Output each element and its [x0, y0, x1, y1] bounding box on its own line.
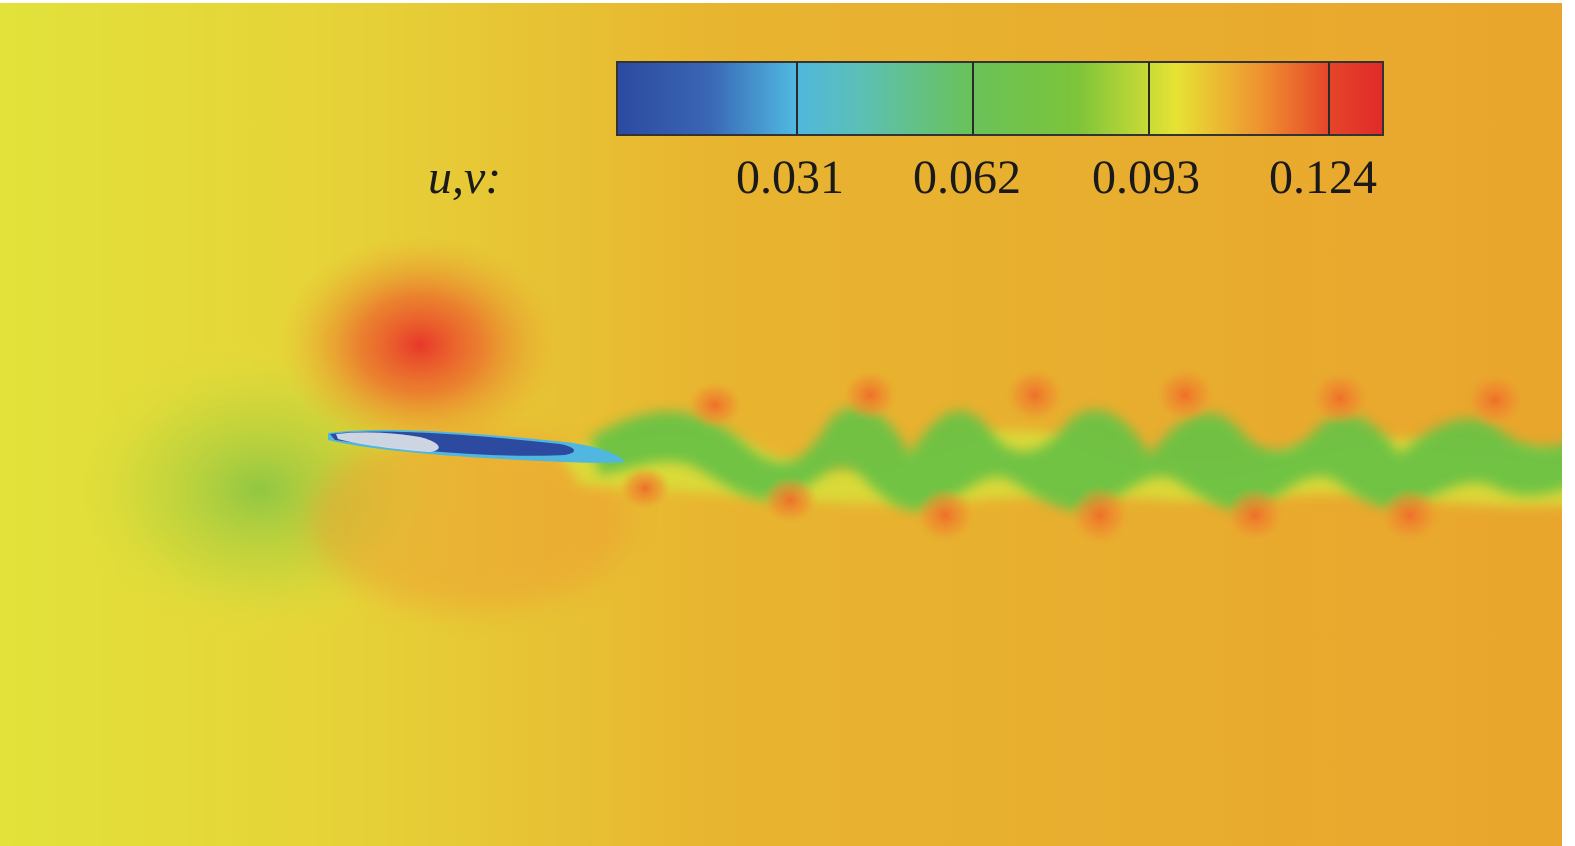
- vortex-spot: [1005, 367, 1065, 423]
- colorbar-tick-label: 0.093: [1092, 151, 1200, 204]
- top-edge: [0, 0, 1575, 3]
- colorbar-tick-label: 0.062: [913, 151, 1021, 204]
- vortex-spot: [915, 487, 975, 543]
- hydrofoil-core: [336, 432, 439, 452]
- vortex-spot: [1070, 485, 1130, 545]
- vortex-spot: [619, 466, 671, 510]
- leading-edge-high-speed-region: [280, 235, 560, 455]
- colorbar-tick-label: 0.031: [736, 151, 844, 204]
- colorbar-variable-label: u,v:: [428, 151, 502, 204]
- vortex-spot: [687, 381, 743, 429]
- right-edge: [1562, 0, 1575, 846]
- colorbar: [616, 61, 1384, 136]
- vortex-spot: [1155, 367, 1215, 423]
- lower-high-speed-region: [310, 430, 630, 610]
- colorbar-gradient: [616, 61, 1384, 136]
- vortex-spot: [1465, 372, 1525, 428]
- vortex-spot: [842, 369, 898, 421]
- vortex-spot: [1310, 370, 1370, 426]
- wake-core: [590, 406, 1575, 511]
- colorbar-tick-label: 0.124: [1269, 151, 1377, 204]
- vortex-spot: [1225, 487, 1285, 543]
- vortex-spot: [1380, 487, 1440, 543]
- vortex-spot: [762, 476, 818, 524]
